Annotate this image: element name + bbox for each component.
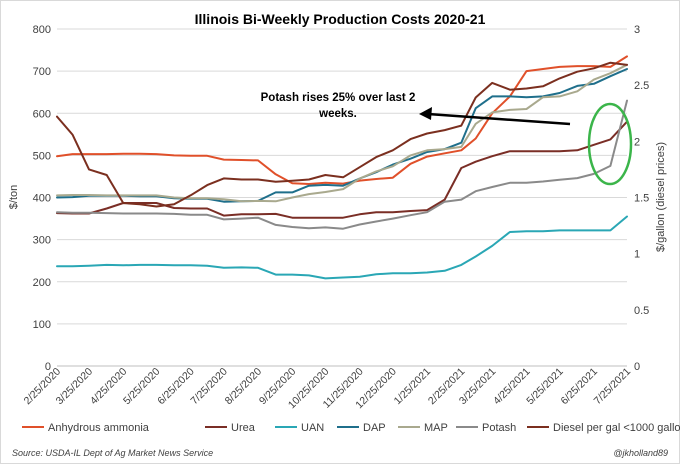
left-tick-label: 800 (33, 24, 51, 36)
right-axis: 0 0.5 1 1.5 2 2.5 3 (634, 24, 649, 373)
annotation-text-line1: Potash rises 25% over last 2 (261, 92, 416, 104)
potash-annotation: Potash rises 25% over last 2 weeks. (261, 92, 633, 186)
series-line-urea (56, 120, 628, 219)
author-credit: @jkholland89 (613, 448, 668, 458)
legend-label: Diesel per gal <1000 gallons (553, 422, 680, 434)
right-tick-label: 0 (634, 361, 640, 373)
legend-label: Potash (482, 422, 516, 434)
left-tick-label: 400 (33, 193, 51, 205)
series-line-uan (56, 215, 628, 280)
source-note: Source: USDA-IL Dept of Ag Market News S… (12, 448, 213, 458)
left-tick-label: 200 (33, 277, 51, 289)
series-line-diesel-per-gal-1000-gallons (56, 61, 628, 208)
series-line-anhydrous-ammonia (56, 55, 628, 185)
right-tick-label: 3 (634, 24, 640, 36)
annotation-text-line2: weeks. (318, 108, 357, 120)
legend-label: Urea (231, 422, 256, 434)
chart-title: Illinois Bi-Weekly Production Costs 2020… (195, 11, 486, 27)
right-tick-label: 2.5 (634, 80, 649, 92)
legend-label: Anhydrous ammonia (48, 422, 150, 434)
annotation-arrowhead (419, 107, 432, 120)
series-line-map (56, 63, 628, 203)
legend-label: DAP (363, 422, 386, 434)
legend-label: UAN (301, 422, 324, 434)
left-tick-label: 500 (33, 150, 51, 162)
series-line-potash (56, 99, 628, 230)
gridlines (57, 28, 627, 367)
left-tick-label: 100 (33, 319, 51, 331)
right-axis-label: $/gallon (diesel prices) (655, 142, 667, 252)
legend-label: MAP (424, 422, 448, 434)
highlight-ellipse (587, 102, 633, 186)
right-tick-label: 0.5 (634, 305, 649, 317)
left-axis: 0 100 200 300 400 500 600 700 800 (33, 24, 51, 373)
left-tick-label: 600 (33, 108, 51, 120)
left-tick-label: 0 (45, 361, 51, 373)
left-tick-label: 300 (33, 235, 51, 247)
left-tick-label: 700 (33, 66, 51, 78)
right-tick-label: 1 (634, 249, 640, 261)
left-axis-label: $/ton (8, 185, 20, 209)
legend: Anhydrous ammonia Urea UAN DAP MAP Potash Dies… (22, 422, 680, 434)
right-tick-label: 1.5 (634, 193, 649, 205)
right-tick-label: 2 (634, 136, 640, 148)
annotation-arrow-shaft (427, 112, 571, 126)
series-lines (56, 55, 628, 280)
